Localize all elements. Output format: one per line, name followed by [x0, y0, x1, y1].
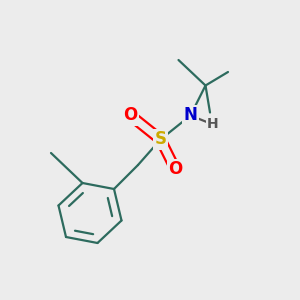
- Text: N: N: [184, 106, 197, 124]
- Text: O: O: [168, 160, 183, 178]
- Text: H: H: [207, 118, 219, 131]
- Text: O: O: [123, 106, 138, 124]
- Text: S: S: [154, 130, 166, 148]
